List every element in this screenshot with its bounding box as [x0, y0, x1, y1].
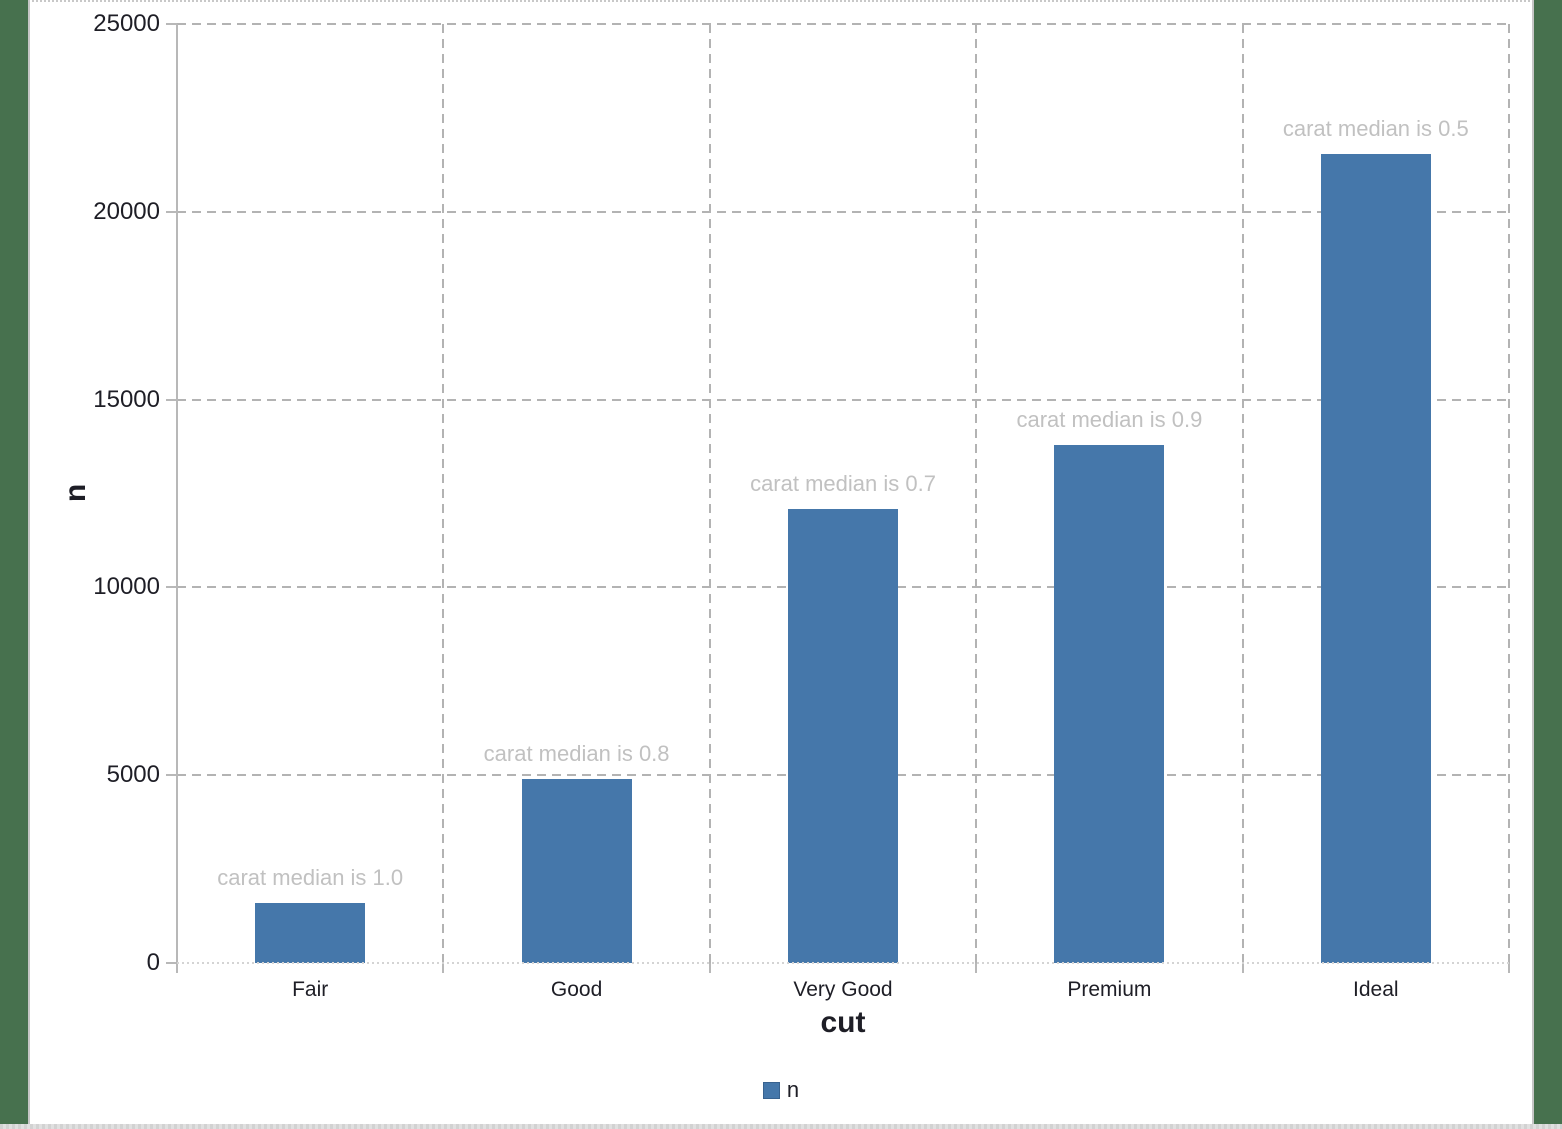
h-gridline: [177, 210, 1509, 213]
bar: [521, 778, 632, 963]
y-axis-title: n: [59, 483, 92, 503]
v-gridline: [1508, 24, 1510, 963]
x-tick-mark: [975, 963, 978, 973]
y-tick-mark: [166, 398, 177, 401]
x-tick-label: Premium: [1067, 978, 1152, 1001]
x-axis-title: cut: [820, 1006, 866, 1039]
y-tick-mark: [166, 23, 177, 25]
h-gridline: [177, 398, 1509, 401]
v-gridline: [1241, 24, 1244, 963]
y-tick-label: 0: [146, 949, 160, 976]
x-axis-line: [177, 962, 1509, 964]
y-axis-line: [176, 24, 178, 973]
legend-label: n: [786, 1077, 800, 1102]
y-tick-label: 20000: [93, 197, 160, 225]
bar: [788, 509, 898, 963]
x-tick-label: Very Good: [793, 978, 893, 1001]
bar-annotation: carat median is 0.9: [1016, 407, 1203, 432]
bar: [255, 902, 366, 963]
bar-annotation: carat median is 0.7: [750, 471, 936, 497]
y-tick-mark: [166, 210, 177, 213]
v-gridline: [442, 24, 445, 963]
x-tick-mark: [708, 963, 711, 973]
x-tick-mark: [442, 963, 445, 973]
y-tick-mark: [166, 962, 177, 964]
legend-swatch-icon: [762, 1081, 780, 1099]
x-tick-label: Good: [550, 978, 603, 1001]
y-tick-mark: [166, 586, 177, 589]
bar-annotation: carat median is 1.0: [217, 864, 404, 890]
v-gridline: [975, 24, 978, 963]
bar-annotation: carat median is 0.8: [483, 740, 670, 766]
y-tick-label: 15000: [93, 385, 160, 413]
v-gridline: [708, 24, 711, 963]
y-tick-label: 5000: [106, 761, 160, 789]
bar-annotation: carat median is 0.5: [1282, 115, 1469, 141]
h-gridline: [177, 23, 1509, 25]
y-tick-label: 10000: [93, 573, 160, 601]
y-tick-mark: [166, 774, 177, 777]
bar: [1320, 153, 1431, 963]
bar: [1054, 445, 1165, 963]
window-bottom-border: [0, 1124, 1562, 1129]
x-tick-label: Ideal: [1353, 978, 1399, 1001]
y-tick-label: 25000: [93, 10, 160, 37]
x-tick-mark: [1508, 963, 1510, 973]
legend: n: [28, 1078, 1534, 1102]
x-tick-label: Fair: [292, 978, 329, 1001]
x-tick-mark: [1241, 963, 1244, 973]
